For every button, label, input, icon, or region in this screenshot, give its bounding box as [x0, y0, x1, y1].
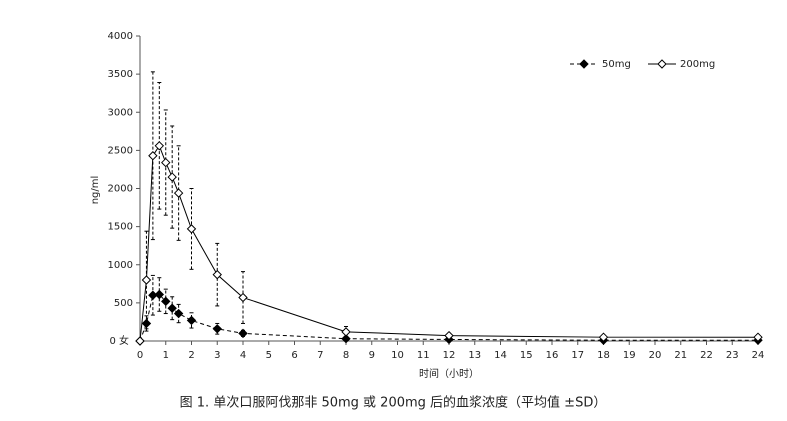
data-point	[753, 332, 763, 342]
y-tick-label: 3000	[108, 107, 133, 118]
x-tick-label: 6	[291, 350, 297, 361]
x-tick-label: 0	[137, 350, 143, 361]
x-axis-label: 时间（小时）	[419, 367, 479, 380]
x-tick-label: 22	[700, 350, 713, 361]
x-tick-label: 16	[546, 350, 559, 361]
y-tick-label: 500	[114, 298, 133, 309]
data-point	[186, 224, 197, 234]
data-point	[161, 157, 171, 168]
x-tick-label: 21	[674, 350, 687, 361]
data-point	[173, 308, 184, 319]
legend-label: 50mg	[602, 59, 631, 70]
series-line	[139, 144, 758, 342]
x-tick-label: 4	[240, 350, 246, 361]
data-point	[341, 327, 351, 337]
data-point	[598, 332, 609, 342]
y-tick-label: 2000	[108, 184, 133, 195]
x-tick-label: 1	[163, 350, 169, 361]
data-point	[141, 275, 152, 285]
x-tick-label: 9	[369, 350, 375, 361]
x-tick-label: 8	[343, 350, 349, 361]
x-tick-label: 19	[623, 350, 636, 361]
x-tick-label: 13	[468, 350, 481, 361]
x-tick-label: 18	[597, 350, 610, 361]
data-point	[167, 303, 177, 313]
x-tick-label: 20	[649, 350, 662, 361]
x-tick-label: 2	[188, 350, 194, 361]
x-tick-label: 14	[494, 350, 507, 361]
data-point	[173, 188, 184, 198]
data-point	[154, 289, 165, 300]
data-point	[148, 151, 158, 161]
x-tick-label: 11	[417, 350, 430, 361]
data-point	[154, 141, 165, 151]
chart-title: 图 1. 单次口服阿伐那非 50mg 或 200mg 后的血浆浓度（平均值 ±S…	[180, 395, 607, 411]
data-point	[341, 334, 351, 344]
data-point	[186, 315, 197, 326]
y-tick-label: 3500	[108, 69, 133, 80]
series-line	[139, 293, 758, 342]
data-point	[167, 172, 177, 182]
x-tick-label: 10	[391, 350, 404, 361]
y-axis-label: ng/ml	[90, 176, 101, 205]
x-tick-label: 15	[520, 350, 533, 361]
y-tick-label: 4000	[108, 31, 133, 42]
y-tick-label: 1000	[108, 260, 133, 271]
x-tick-label: 23	[726, 350, 739, 361]
x-tick-label: 12	[443, 350, 456, 361]
legend-label: 200mg	[680, 59, 715, 70]
data-point	[212, 324, 222, 334]
x-tick-label: 17	[571, 350, 584, 361]
data-point	[238, 328, 248, 339]
y-tick-label: 0 女	[109, 334, 129, 347]
data-point	[238, 292, 248, 303]
data-point	[135, 336, 145, 346]
y-tick-label: 2500	[108, 145, 133, 156]
legend-marker	[657, 59, 667, 69]
data-point	[444, 330, 454, 341]
x-tick-label: 5	[266, 350, 272, 361]
data-point	[161, 296, 171, 307]
legend-marker	[579, 59, 589, 69]
y-tick-label: 1500	[108, 222, 133, 233]
data-point	[212, 269, 222, 280]
x-tick-label: 7	[317, 350, 323, 361]
x-tick-label: 24	[752, 350, 765, 361]
x-tick-label: 3	[214, 350, 220, 361]
